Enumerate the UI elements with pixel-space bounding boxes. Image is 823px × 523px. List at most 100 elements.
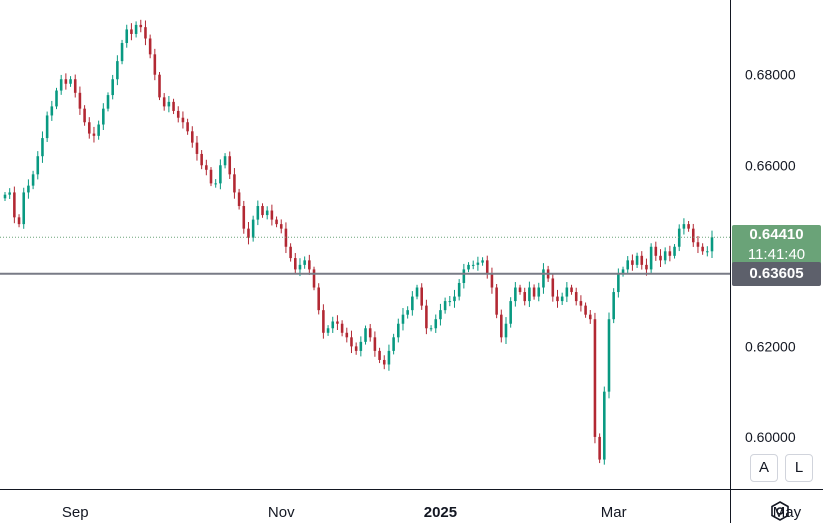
time-tick-label: Mar: [601, 504, 627, 521]
candle-body: [612, 292, 615, 320]
candle-body: [312, 269, 316, 288]
candle-body: [378, 350, 381, 360]
candle: [13, 186, 16, 224]
candle: [481, 257, 484, 266]
candle: [97, 120, 100, 140]
candle-body: [560, 296, 564, 302]
candle-body: [340, 323, 344, 333]
candle-body: [462, 269, 466, 283]
candle: [130, 23, 133, 41]
candle-body: [247, 228, 250, 238]
candle: [415, 284, 419, 300]
candle: [106, 92, 110, 112]
candle: [55, 87, 58, 110]
candle-body: [588, 314, 592, 320]
candle: [612, 288, 615, 324]
candle-body: [345, 332, 349, 338]
candle-body: [387, 350, 391, 365]
candle-body: [261, 206, 264, 216]
auto-scale-button[interactable]: A: [750, 454, 778, 482]
candle-body: [186, 122, 189, 132]
candle-body: [223, 156, 227, 166]
candle-body: [125, 29, 129, 44]
candle: [125, 24, 129, 48]
candle-body: [457, 282, 461, 297]
candle-body: [209, 169, 213, 184]
candle: [626, 256, 630, 274]
candle-body: [668, 251, 672, 256]
candle: [186, 118, 189, 135]
candle-body: [144, 27, 147, 39]
candle-body: [153, 54, 157, 75]
candle-body: [467, 264, 470, 270]
candle: [205, 159, 208, 176]
candle-body: [434, 319, 438, 329]
bar-countdown: 11:41:40: [747, 246, 806, 264]
candle: [406, 306, 409, 319]
candle-body: [420, 287, 423, 306]
candle: [214, 179, 217, 188]
candle-body: [565, 287, 569, 297]
candle: [228, 151, 232, 180]
candle: [111, 74, 114, 100]
candle: [64, 73, 68, 90]
candle-body: [406, 310, 409, 315]
candle-body: [682, 224, 686, 229]
candle-body: [331, 321, 335, 329]
candle: [420, 283, 423, 310]
candle-body: [425, 305, 428, 329]
candle: [200, 150, 203, 170]
candle: [425, 299, 428, 335]
candle: [574, 287, 578, 306]
candle-body: [13, 192, 16, 218]
candle: [659, 249, 662, 268]
candle: [139, 19, 143, 33]
candle: [701, 243, 704, 255]
candle-body: [27, 185, 30, 193]
candle: [523, 287, 527, 306]
candle: [443, 297, 447, 314]
candle: [495, 284, 498, 319]
candle: [181, 111, 185, 129]
candle-body: [607, 319, 611, 392]
candle: [331, 316, 335, 333]
settings-icon[interactable]: [768, 499, 792, 523]
candle: [687, 221, 690, 232]
candle: [340, 320, 344, 337]
candle: [144, 20, 147, 46]
candle: [219, 159, 222, 190]
candle-body: [275, 219, 278, 225]
candle-body: [677, 228, 681, 247]
candle-body: [691, 228, 695, 243]
candle: [528, 281, 531, 307]
candle-body: [504, 323, 508, 338]
candle: [434, 314, 438, 333]
candle: [167, 95, 171, 113]
candle-body: [617, 273, 620, 293]
candle-body: [317, 287, 320, 311]
candle: [275, 216, 278, 228]
candle-body: [69, 79, 72, 84]
candle: [223, 153, 227, 169]
candle: [317, 283, 320, 315]
candle-body: [256, 206, 260, 220]
candle: [209, 167, 213, 187]
candle-body: [621, 269, 625, 274]
candle-body: [701, 246, 704, 252]
candle-body: [167, 101, 171, 107]
candle: [462, 263, 466, 289]
candle-body: [598, 436, 601, 460]
horizontal-level-badge: 0.63605: [732, 261, 821, 286]
candle-body: [481, 260, 484, 263]
candle-body: [181, 117, 185, 123]
log-scale-button[interactable]: L: [785, 454, 813, 482]
candle-body: [3, 194, 7, 199]
candle: [237, 188, 241, 210]
time-axis[interactable]: Sep Nov 2025 Mar May: [62, 504, 802, 521]
candle-body: [500, 314, 503, 338]
horizontal-level-value: 0.63605: [749, 264, 804, 282]
candle-body: [237, 192, 241, 207]
candle: [359, 336, 363, 357]
candle: [378, 347, 381, 364]
